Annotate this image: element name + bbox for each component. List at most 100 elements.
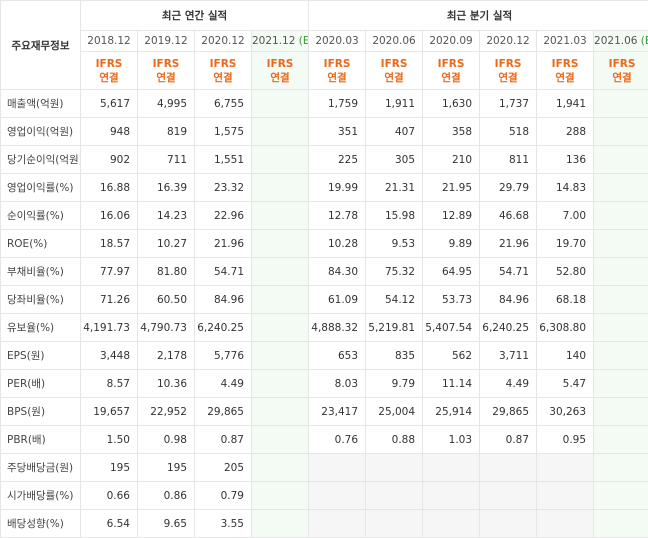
value-cell bbox=[594, 258, 648, 286]
basis: IFRS bbox=[138, 57, 194, 71]
value-cell: 16.88 bbox=[81, 174, 138, 202]
estimate-mark: (E) bbox=[641, 35, 648, 47]
value-cell: 5,617 bbox=[81, 90, 138, 118]
value-cell: 60.50 bbox=[138, 286, 195, 314]
basis: IFRS bbox=[195, 57, 251, 71]
value-cell bbox=[594, 454, 648, 482]
value-cell: 71.26 bbox=[81, 286, 138, 314]
value-cell: 948 bbox=[81, 118, 138, 146]
value-cell bbox=[252, 90, 309, 118]
quarterly-title: 최근 분기 실적 bbox=[309, 1, 648, 31]
value-cell bbox=[309, 510, 366, 538]
value-cell: 18.57 bbox=[81, 230, 138, 258]
value-cell: 61.09 bbox=[309, 286, 366, 314]
value-cell: 0.79 bbox=[195, 482, 252, 510]
value-cell: 0.76 bbox=[309, 426, 366, 454]
basis: IFRS bbox=[252, 57, 308, 71]
value-cell: 19.70 bbox=[537, 230, 594, 258]
value-cell bbox=[594, 398, 648, 426]
value-cell: 305 bbox=[366, 146, 423, 174]
period-date: 2021.06 bbox=[594, 35, 637, 47]
value-cell: 3,711 bbox=[480, 342, 537, 370]
value-cell: 0.87 bbox=[480, 426, 537, 454]
value-cell: 0.66 bbox=[81, 482, 138, 510]
scope: 연결 bbox=[252, 71, 308, 85]
value-cell: 5,407.54 bbox=[423, 314, 480, 342]
period: 2020.06 bbox=[366, 31, 423, 52]
value-cell: 30,263 bbox=[537, 398, 594, 426]
period-date: 2020.12 bbox=[486, 35, 529, 47]
value-cell bbox=[423, 454, 480, 482]
value-cell bbox=[252, 510, 309, 538]
value-cell: 0.88 bbox=[366, 426, 423, 454]
period-date: 2021.12 bbox=[252, 35, 295, 47]
value-cell: 1.50 bbox=[81, 426, 138, 454]
value-cell bbox=[252, 482, 309, 510]
value-cell: 10.36 bbox=[138, 370, 195, 398]
scope: 연결 bbox=[195, 71, 251, 85]
scope: 연결 bbox=[81, 71, 137, 85]
value-cell: 4.49 bbox=[480, 370, 537, 398]
value-cell bbox=[594, 230, 648, 258]
value-cell: 711 bbox=[138, 146, 195, 174]
value-cell bbox=[252, 426, 309, 454]
value-cell: 14.83 bbox=[537, 174, 594, 202]
value-cell: 4.49 bbox=[195, 370, 252, 398]
value-cell bbox=[366, 454, 423, 482]
value-cell bbox=[594, 426, 648, 454]
value-cell: 6,755 bbox=[195, 90, 252, 118]
period: 2021.06 (E) bbox=[594, 31, 648, 52]
value-cell bbox=[594, 482, 648, 510]
value-cell: 0.87 bbox=[195, 426, 252, 454]
value-cell bbox=[594, 174, 648, 202]
value-cell: 562 bbox=[423, 342, 480, 370]
value-cell: 4,191.73 bbox=[81, 314, 138, 342]
value-cell: 0.86 bbox=[138, 482, 195, 510]
row-label: 배당성향(%) bbox=[1, 510, 81, 538]
estimate-mark: (E) bbox=[299, 35, 309, 47]
value-cell bbox=[480, 482, 537, 510]
value-cell: 225 bbox=[309, 146, 366, 174]
period-date: 2018.12 bbox=[87, 35, 130, 47]
row-label: EPS(원) bbox=[1, 342, 81, 370]
period-date: 2020.12 bbox=[201, 35, 244, 47]
value-cell: 140 bbox=[537, 342, 594, 370]
row-label: PBR(배) bbox=[1, 426, 81, 454]
value-cell: 68.18 bbox=[537, 286, 594, 314]
value-cell: 5,776 bbox=[195, 342, 252, 370]
value-cell: 1,630 bbox=[423, 90, 480, 118]
value-cell: 0.95 bbox=[537, 426, 594, 454]
value-cell bbox=[366, 482, 423, 510]
value-cell: 5,219.81 bbox=[366, 314, 423, 342]
value-cell bbox=[594, 342, 648, 370]
value-cell: 1,759 bbox=[309, 90, 366, 118]
value-cell: 195 bbox=[138, 454, 195, 482]
value-cell: 46.68 bbox=[480, 202, 537, 230]
scope: 연결 bbox=[366, 71, 422, 85]
scope: 연결 bbox=[594, 71, 648, 85]
value-cell: 29.79 bbox=[480, 174, 537, 202]
value-cell: 21.96 bbox=[195, 230, 252, 258]
value-cell: 29,865 bbox=[195, 398, 252, 426]
basis: IFRS bbox=[423, 57, 479, 71]
value-cell: 9.65 bbox=[138, 510, 195, 538]
value-cell: 3,448 bbox=[81, 342, 138, 370]
value-cell: 358 bbox=[423, 118, 480, 146]
value-cell: 22.96 bbox=[195, 202, 252, 230]
value-cell: 12.89 bbox=[423, 202, 480, 230]
value-cell: 53.73 bbox=[423, 286, 480, 314]
value-cell bbox=[252, 230, 309, 258]
value-cell bbox=[309, 482, 366, 510]
row-label: 주당배당금(원) bbox=[1, 454, 81, 482]
value-cell: 16.39 bbox=[138, 174, 195, 202]
